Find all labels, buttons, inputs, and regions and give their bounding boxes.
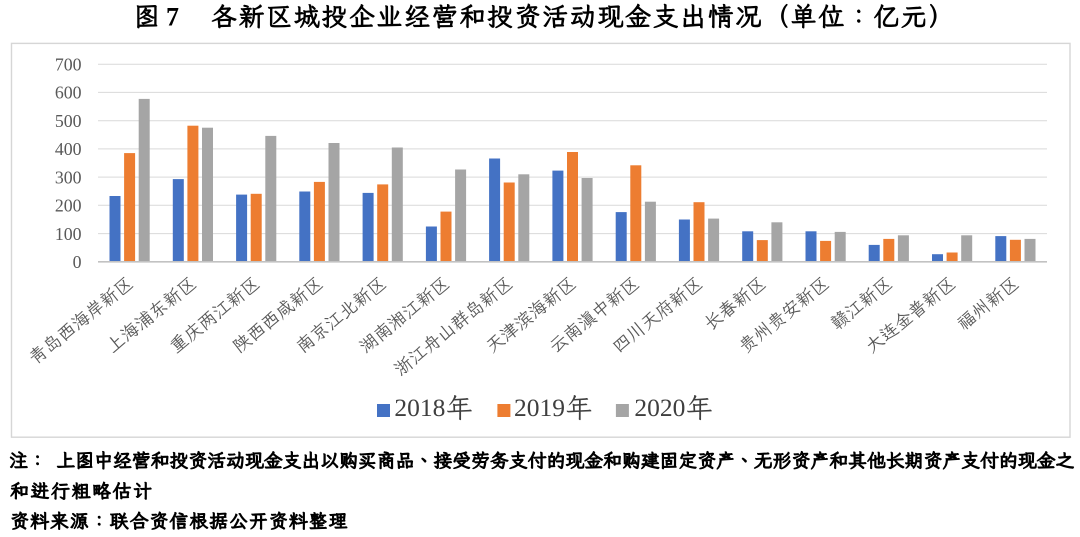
svg-text:100: 100 <box>55 224 82 244</box>
svg-text:600: 600 <box>55 83 82 103</box>
svg-text:2019: 2019 <box>514 393 565 422</box>
svg-text:700: 700 <box>55 54 82 74</box>
svg-text:0: 0 <box>73 252 82 272</box>
svg-text:400: 400 <box>55 139 82 159</box>
svg-text:2020: 2020 <box>634 393 685 422</box>
svg-text:7: 7 <box>166 3 179 32</box>
svg-text:200: 200 <box>55 196 82 216</box>
svg-text:300: 300 <box>55 167 82 187</box>
svg-text:2018: 2018 <box>394 393 445 422</box>
svg-text:500: 500 <box>55 111 82 131</box>
